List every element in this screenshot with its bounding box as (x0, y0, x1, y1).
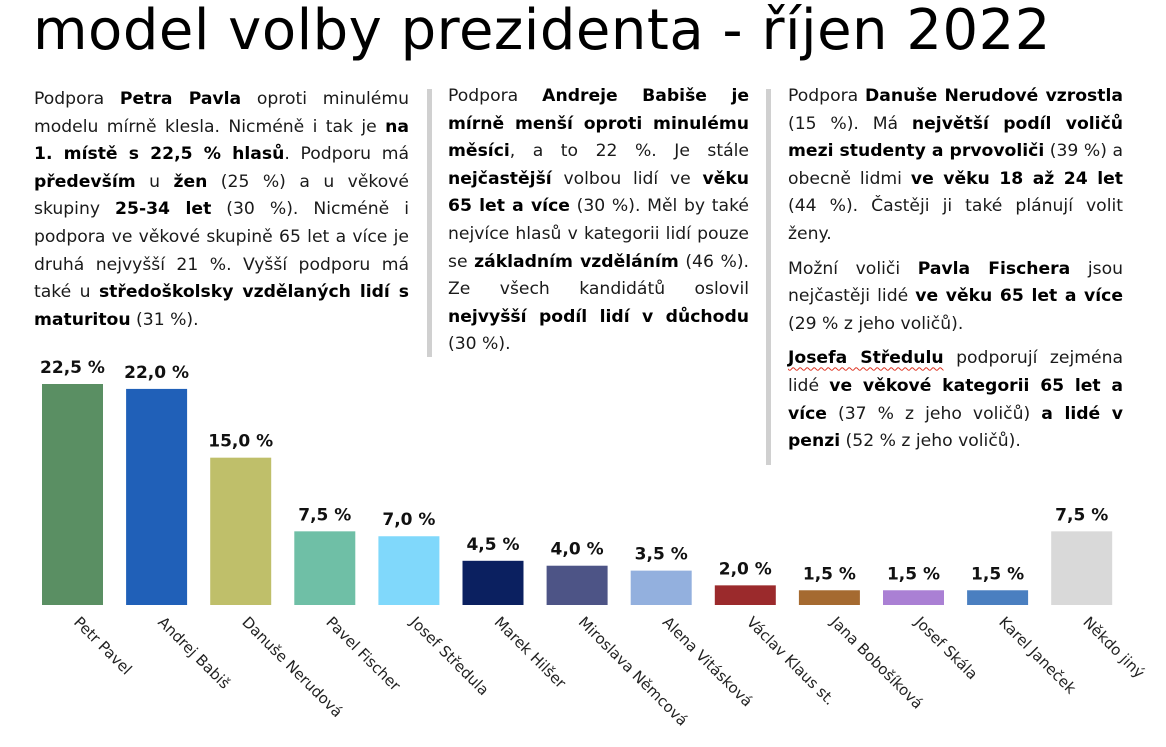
bold-text: středoškolsky vzdělaných lidí s maturito… (34, 282, 409, 330)
text: . Podporu má (284, 144, 409, 165)
x-tick-label: Alena Vitásková (659, 613, 756, 710)
bold-text: a lidé v penzi (788, 403, 1124, 452)
text-column-pavel: Podpora Petra Pavla oproti minulému mode… (34, 86, 409, 341)
data-label: 22,0 % (124, 363, 189, 383)
paragraph: Podpora Petra Pavla oproti minulému mode… (34, 86, 409, 334)
bar (210, 457, 272, 605)
bold-text: ve věku 18 až 24 let (910, 168, 1123, 189)
data-label: 2,0 % (719, 559, 772, 579)
x-tick-label: Petr Pavel (70, 613, 135, 678)
x-tick-label: Andrej Babiš (154, 613, 234, 693)
data-label: 22,5 % (40, 358, 105, 378)
bar (294, 531, 356, 605)
bar (967, 590, 1029, 605)
x-tick-label: Josef Skála (910, 612, 981, 683)
x-tick-label: Marek Hilšer (491, 613, 570, 692)
text: (31 %). (130, 309, 199, 330)
paragraph: Podpora Andreje Babiše je mírně menší op… (448, 83, 749, 359)
text: (39 %) a obecně lidmi (788, 141, 1123, 189)
x-tick-label: Jana Bobošíková (826, 612, 926, 712)
text: Podpora (448, 86, 543, 106)
bar (1051, 531, 1113, 605)
text: (37 % z jeho voličů) (826, 403, 1042, 424)
text: (25 %) a u věkové skupiny (34, 171, 410, 220)
text: (15 %). Má (788, 113, 912, 134)
bold-text: věku 65 let a více (448, 168, 749, 217)
bold-text: nejvyšší podíl lidí v důchodu (448, 306, 749, 327)
text-column-nerudova: Podpora Danuše Nerudové vzrostla (15 %).… (788, 83, 1123, 463)
bar (42, 384, 103, 605)
x-tick-label: Josef Středula (406, 612, 493, 699)
bold-text: ve věku 65 let a více (915, 286, 1123, 307)
column-divider (766, 89, 771, 465)
paragraph: Možní voliči Pavla Fischera jsou nejčast… (788, 256, 1123, 339)
text: u (135, 171, 174, 192)
bar (630, 570, 692, 605)
text: (44 %). Častěji ji také plánují volit že… (788, 196, 1123, 244)
bold-text: Pavla Fischera (917, 258, 1071, 279)
page-title: model volby prezidenta - říjen 2022 (33, 0, 1051, 63)
data-label: 1,5 % (887, 564, 940, 584)
text: Podpora (34, 89, 120, 109)
bold-text: Josefa Středulu (788, 348, 944, 369)
bar (546, 565, 608, 605)
paragraph: Podpora Danuše Nerudové vzrostla (15 %).… (788, 83, 1123, 249)
text: (46 %). Ze všech kandidátů oslovil (448, 251, 749, 300)
data-label: 7,5 % (298, 505, 351, 525)
bold-text: základním vzděláním (474, 251, 679, 272)
bar (462, 560, 524, 605)
bold-text: Andreje Babiše je mírně menší oproti min… (448, 86, 749, 162)
text: oproti minulému modelu mírně klesla. Nic… (34, 89, 409, 137)
data-label: 15,0 % (208, 432, 273, 452)
bold-text: 25-34 let (115, 199, 212, 220)
bar (378, 536, 440, 605)
bold-text: nejčastější (448, 168, 552, 189)
x-tick-label: Někdo jiný (1079, 613, 1148, 682)
text: (29 % z jeho voličů). (788, 313, 964, 334)
text: (52 % z jeho voličů). (840, 431, 1021, 452)
x-tick-label: Pavel Fischer (322, 613, 404, 695)
text: podporují zejména lidé (788, 348, 1123, 396)
bar (714, 585, 776, 605)
bold-text: Danuše Nerudové vzrostla (865, 86, 1123, 106)
bold-text: největší podíl voličů mezi studenty a pr… (788, 113, 1123, 162)
text-column-babis: Podpora Andreje Babiše je mírně menší op… (448, 83, 749, 366)
bold-text: žen (173, 171, 208, 192)
bar-chart: 22,5 % Petr Pavel 22,0 % Andrej Babiš 15,0 %… (40, 358, 1148, 730)
bold-text: především (34, 171, 136, 192)
text: jsou nejčastěji lidé (788, 258, 1123, 307)
data-label: 4,0 % (551, 540, 604, 560)
bold-text: ve věkové kategorii 65 let a více (788, 375, 1123, 424)
data-label: 1,5 % (971, 564, 1024, 584)
text: (30 %). (448, 334, 511, 355)
data-label: 4,5 % (466, 535, 519, 555)
data-label: 3,5 % (635, 545, 688, 565)
text: volbou lidí ve (551, 168, 703, 189)
bold-text: Petra Pavla (119, 89, 242, 109)
column-divider (427, 89, 432, 357)
x-tick-label: Karel Janeček (995, 613, 1080, 698)
x-tick-label: Václav Klaus st. (743, 613, 839, 709)
bold-text: na 1. místě s 22,5 % hlasů (34, 116, 409, 165)
data-label: 1,5 % (803, 564, 856, 584)
bar (798, 590, 860, 605)
paragraph: Josefa Středulu podporují zejména lidé v… (788, 345, 1123, 455)
text: , a to 22 %. Je stále (509, 141, 749, 162)
bar (126, 388, 188, 605)
text: Podpora (788, 86, 865, 106)
bar (883, 590, 944, 605)
data-label: 7,0 % (382, 510, 435, 530)
text: Možní voliči (788, 258, 918, 279)
data-label: 7,5 % (1055, 505, 1108, 525)
text: (30 %). Nicméně i podpora ve věkové skup… (34, 199, 410, 303)
text: (30 %). Měl by také nejvíce hlasů v kate… (448, 196, 749, 272)
